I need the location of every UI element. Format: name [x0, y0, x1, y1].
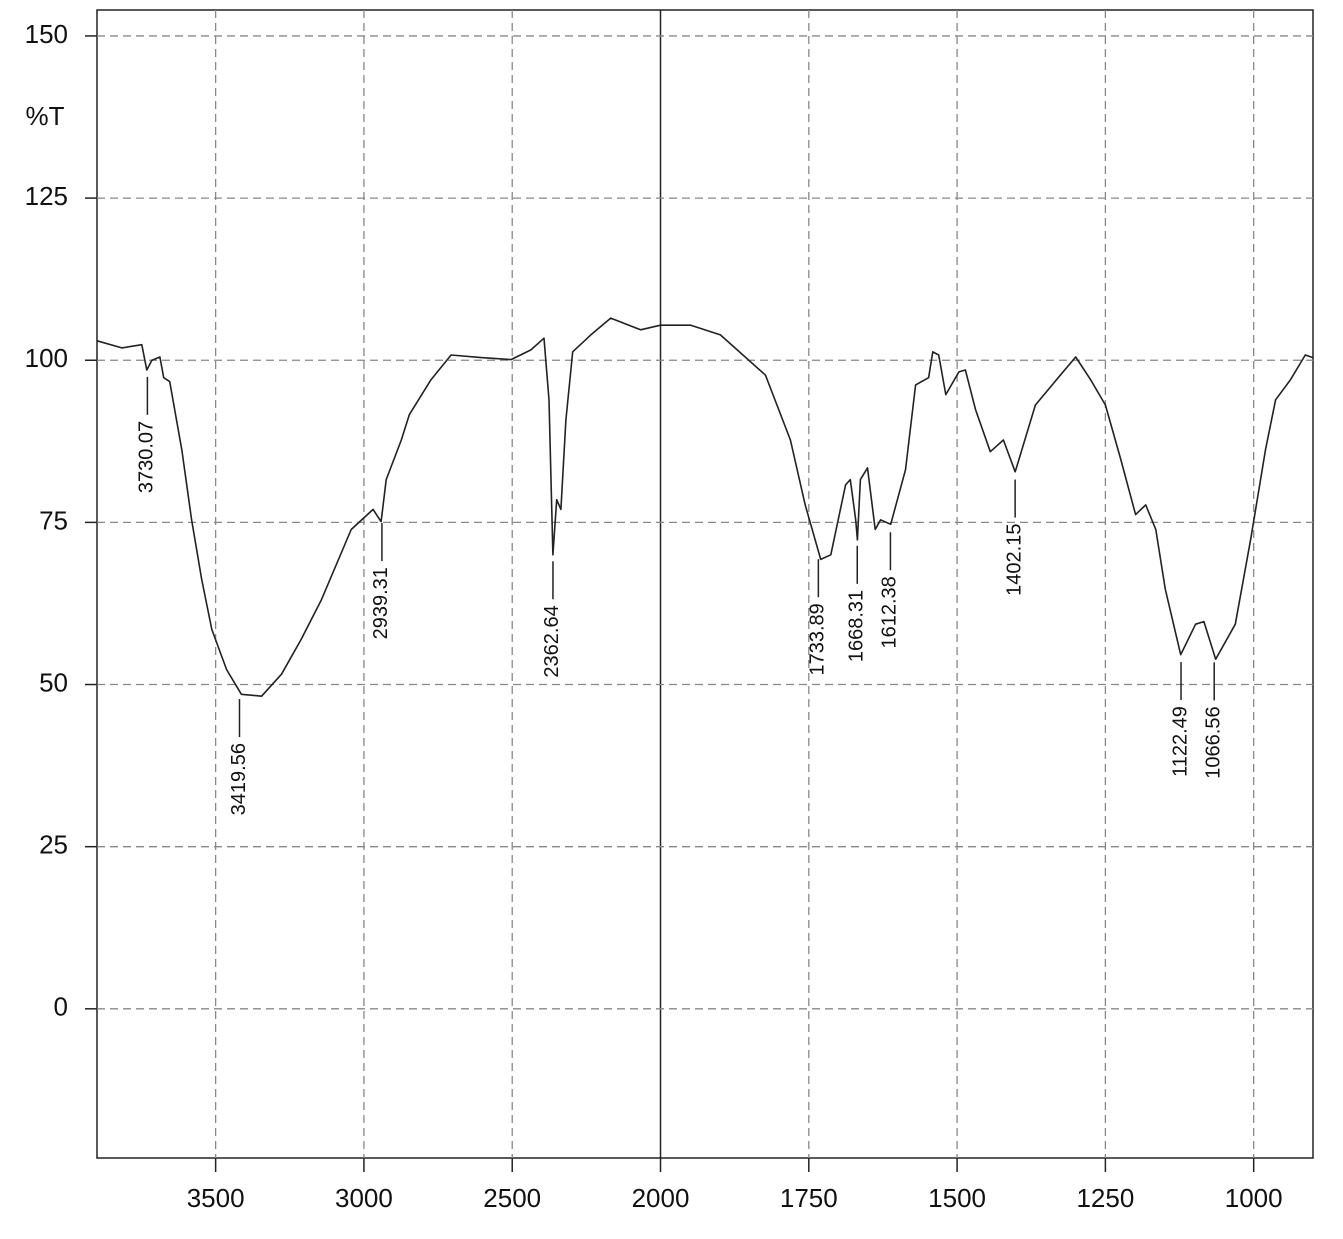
peak-label: 1733.89	[807, 603, 829, 675]
y-tick-label: 100	[25, 343, 68, 373]
x-tick-label: 3500	[187, 1183, 245, 1213]
peak-label: 3730.07	[136, 421, 158, 493]
peak-label: 1122.49	[1169, 706, 1191, 777]
x-tick-label: 1250	[1076, 1183, 1134, 1213]
x-tick-label: 2000	[632, 1183, 690, 1213]
x-tick-label: 1750	[780, 1183, 838, 1213]
y-tick-label: 0	[54, 992, 68, 1022]
peak-label: 1066.56	[1202, 706, 1224, 778]
spectrum-line	[96, 317, 1314, 697]
x-tick-label: 3000	[335, 1183, 393, 1213]
peak-label: 3419.56	[228, 743, 250, 815]
x-tick-label: 1000	[1225, 1183, 1283, 1213]
y-tick-label: 50	[39, 667, 68, 697]
peak-label: 1612.38	[879, 576, 901, 648]
peak-label: 1668.31	[846, 590, 868, 662]
plot-frame	[96, 9, 1314, 1159]
y-tick-label: 150	[25, 19, 68, 49]
peak-label: 2362.64	[541, 605, 563, 677]
y-tick-label: 75	[39, 505, 68, 535]
x-tick-label: 1500	[928, 1183, 986, 1213]
y-axis-label: %T	[26, 101, 65, 131]
x-tick-label: 2500	[483, 1183, 541, 1213]
peak-label: 2939.31	[370, 567, 392, 639]
y-tick-label: 25	[39, 830, 68, 860]
peak-label: 1402.15	[1003, 524, 1025, 596]
y-tick-label: 125	[25, 181, 68, 211]
